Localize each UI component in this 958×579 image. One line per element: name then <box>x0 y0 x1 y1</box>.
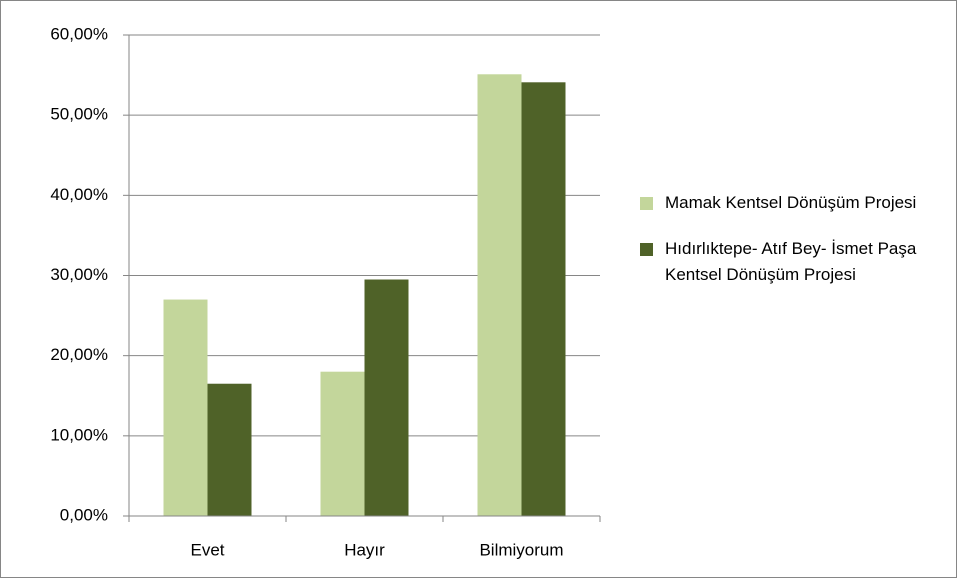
y-tick-label: 10,00% <box>50 425 108 444</box>
x-tick-label: Evet <box>190 540 224 559</box>
x-tick-label: Bilmiyorum <box>479 540 563 559</box>
legend-label: Mamak Kentsel Dönüşüm Projesi <box>665 193 917 212</box>
y-tick-label: 60,00% <box>50 24 108 43</box>
legend-swatch <box>640 243 653 256</box>
legend-item: Hıdırlıktepe- Atıf Bey- İsmet Paşa Kents… <box>640 236 925 288</box>
bar <box>477 74 522 516</box>
bar <box>364 279 409 516</box>
legend-label: Hıdırlıktepe- Atıf Bey- İsmet Paşa Kents… <box>665 239 917 284</box>
bar <box>521 82 566 516</box>
y-tick-label: 30,00% <box>50 265 108 284</box>
y-tick-label: 0,00% <box>60 505 108 524</box>
x-tick-label: Hayır <box>344 540 385 559</box>
y-tick-label: 50,00% <box>50 105 108 124</box>
y-tick-label: 20,00% <box>50 345 108 364</box>
legend-item: Mamak Kentsel Dönüşüm Projesi <box>640 190 925 216</box>
y-tick-label: 40,00% <box>50 185 108 204</box>
bar <box>207 383 252 516</box>
bar <box>320 371 365 516</box>
legend-swatch <box>640 197 653 210</box>
bar <box>163 299 208 516</box>
legend: Mamak Kentsel Dönüşüm Projesi Hıdırlıktep… <box>640 190 940 308</box>
